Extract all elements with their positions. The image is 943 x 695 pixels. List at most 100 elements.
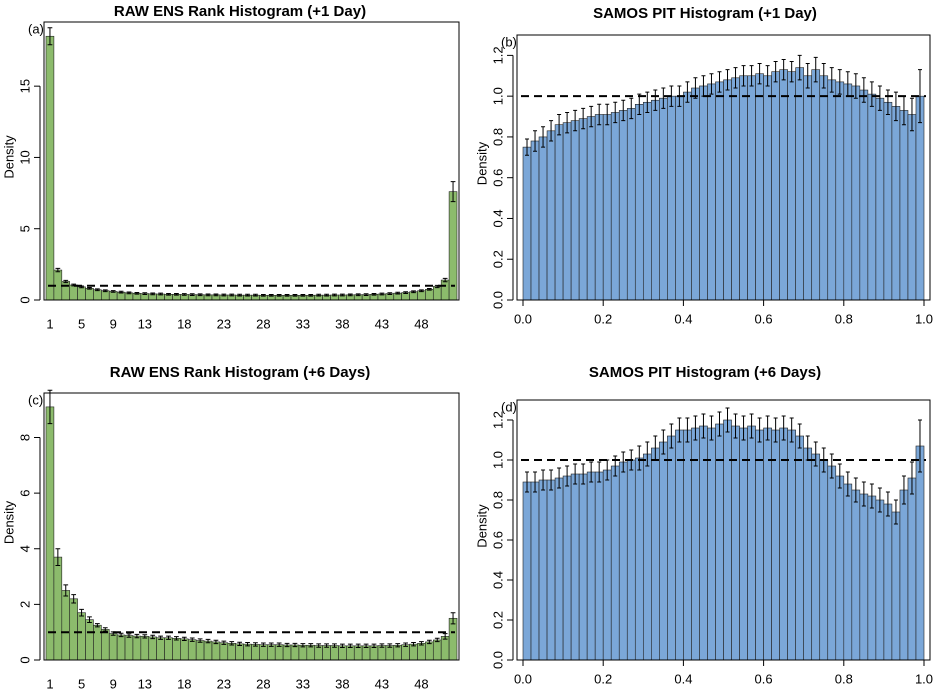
error-bar — [781, 58, 786, 81]
error-bar — [853, 477, 858, 503]
error-bar — [387, 643, 393, 648]
bar — [875, 97, 885, 301]
bar — [819, 75, 829, 301]
error-bar — [403, 291, 408, 294]
bar — [691, 87, 700, 301]
error-bar — [765, 65, 770, 87]
y-tick-label: 1.0 — [490, 87, 505, 105]
error-bar — [533, 471, 538, 493]
bar — [843, 83, 853, 301]
error-bar — [79, 608, 84, 617]
error-bar — [533, 130, 538, 152]
error-bar — [300, 293, 306, 297]
bar — [298, 644, 308, 661]
error-bar — [709, 73, 714, 95]
bar — [675, 95, 684, 301]
y-tick-label: 1.2 — [490, 46, 505, 64]
error-bar — [332, 643, 337, 648]
bar — [578, 473, 588, 661]
bar — [699, 425, 708, 661]
bar — [108, 633, 118, 661]
bar — [227, 643, 236, 661]
error-bar — [221, 293, 227, 297]
error-bar — [661, 87, 666, 109]
error-bar — [909, 461, 914, 495]
error-bar — [653, 89, 658, 111]
bar — [267, 644, 276, 661]
error-bar — [237, 641, 243, 647]
error-bar — [557, 114, 562, 136]
error-bar — [645, 91, 650, 113]
bar — [180, 638, 189, 661]
bar — [651, 99, 660, 301]
error-bar — [573, 463, 578, 485]
bar — [554, 477, 564, 661]
error-bar — [613, 101, 618, 124]
y-tick-label: 0.0 — [490, 291, 505, 309]
bar — [771, 429, 780, 661]
error-bar — [725, 407, 730, 433]
plot-frame — [43, 392, 460, 661]
bar — [322, 645, 331, 661]
panel-label: (d) — [501, 399, 517, 414]
error-bar — [87, 286, 92, 290]
error-bar — [821, 63, 826, 89]
error-bar — [213, 293, 219, 297]
bar — [69, 284, 78, 301]
error-bar — [917, 69, 922, 124]
error-bar — [260, 642, 266, 647]
error-bar — [541, 126, 546, 148]
bar — [530, 140, 540, 301]
bar — [827, 465, 837, 661]
error-bar — [419, 641, 424, 646]
error-bar — [565, 465, 570, 487]
bar — [417, 290, 426, 301]
error-bar — [95, 288, 100, 292]
error-bar — [379, 292, 385, 296]
error-bar — [757, 63, 762, 85]
error-bar — [166, 635, 171, 640]
y-tick-label: 6 — [17, 490, 32, 497]
y-tick-label: 0.4 — [490, 571, 505, 589]
error-bar — [781, 415, 786, 441]
error-bar — [189, 293, 195, 296]
error-bar — [102, 289, 108, 293]
plot-frame — [516, 399, 931, 661]
bar — [851, 489, 861, 661]
bar — [843, 483, 853, 661]
bar — [85, 619, 94, 661]
bar — [172, 638, 181, 661]
bar — [187, 639, 197, 661]
bar — [219, 642, 229, 661]
bar — [915, 95, 925, 301]
error-bar — [877, 85, 882, 111]
x-tick-label: 48 — [414, 316, 428, 331]
error-bar — [379, 643, 385, 648]
bar — [562, 122, 572, 301]
error-bar — [63, 279, 69, 284]
bar — [755, 73, 764, 301]
error-bar — [174, 636, 179, 641]
bar — [124, 635, 134, 661]
bar — [290, 644, 300, 661]
error-bar — [765, 415, 770, 441]
bar — [85, 288, 94, 301]
bar — [586, 116, 596, 301]
error-bar — [797, 54, 802, 81]
x-tick-label: 0.8 — [835, 671, 853, 686]
error-bar — [118, 290, 124, 294]
y-axis-label: Density — [474, 141, 489, 185]
bar — [634, 104, 644, 301]
error-bar — [861, 77, 866, 103]
bar — [642, 101, 652, 301]
error-bar — [637, 93, 642, 115]
x-tick-label: 9 — [110, 316, 117, 331]
bar — [570, 473, 580, 661]
bar — [211, 641, 221, 661]
bar — [827, 79, 837, 301]
error-bar — [637, 445, 642, 471]
x-tick-label: 18 — [177, 676, 191, 691]
x-tick-label: 43 — [375, 316, 389, 331]
x-tick-label: 0.4 — [674, 311, 692, 326]
x-tick-label: 0.2 — [594, 671, 612, 686]
